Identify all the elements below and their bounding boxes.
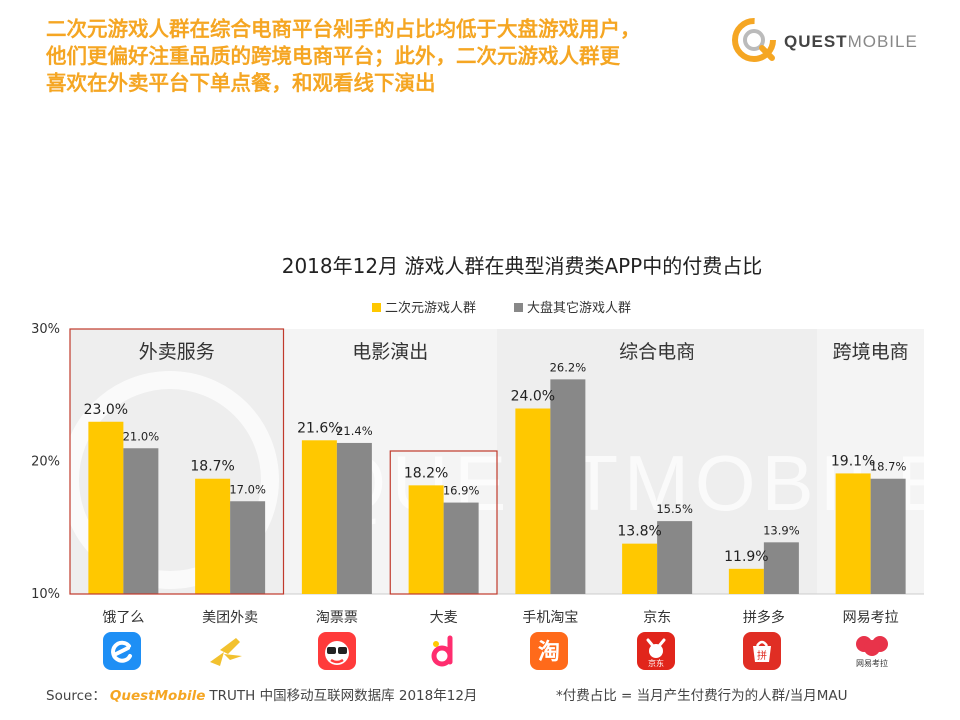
logo-text-light: MOBILE (847, 32, 918, 51)
group-label: 综合电商 (619, 341, 695, 363)
data-label-series-1: 23.0% (84, 402, 128, 418)
headline-line-1: 二次元游戏人群在综合电商平台剁手的占比均低于大盘游戏用户， (46, 17, 641, 41)
bar-series-1 (88, 421, 124, 594)
data-label-series-1: 24.0% (511, 389, 555, 405)
bar-series-1 (622, 543, 658, 594)
data-label-series-2: 17.0% (229, 482, 266, 496)
jd-icon-label: 京东 (648, 658, 664, 668)
group-label: 外卖服务 (139, 341, 215, 363)
bar-series-2 (443, 502, 479, 594)
bar-series-2 (336, 442, 372, 594)
logo-text-bold: QUEST (784, 32, 848, 51)
group-label: 电影演出 (352, 341, 428, 363)
data-label-series-2: 26.2% (550, 360, 587, 374)
data-label-series-1: 18.7% (190, 459, 234, 475)
legend-swatch-series-1 (372, 303, 381, 312)
headline: 二次元游戏人群在综合电商平台剁手的占比均低于大盘游戏用户， 他们更偏好注重品质的… (46, 16, 736, 97)
x-category-label: 饿了么 (102, 610, 144, 626)
y-tick-label: 10% (31, 587, 60, 602)
damai-icon (427, 632, 465, 670)
headline-line-3: 喜欢在外卖平台下单点餐，和观看线下演出 (46, 71, 436, 95)
bar-series-2 (123, 448, 159, 594)
legend-swatch-series-2 (514, 303, 523, 312)
data-label-series-2: 15.5% (656, 502, 693, 516)
legend-label-series-1: 二次元游戏人群 (385, 300, 476, 316)
questmobile-logo-icon (732, 18, 776, 62)
meituan-kangaroo-icon (206, 632, 244, 670)
bar-series-2 (657, 521, 693, 594)
pinduoduo-icon: 拼 (743, 632, 781, 670)
taobao-icon: 淘 (530, 632, 568, 670)
x-category-label: 京东 (643, 610, 671, 626)
data-label-series-1: 11.9% (724, 549, 768, 565)
data-label-series-2: 18.7% (870, 460, 907, 474)
data-label-series-2: 21.4% (336, 424, 373, 438)
highlight-box-food-delivery (69, 328, 285, 595)
kaola-icon: 网易考拉 (850, 632, 894, 670)
data-label-series-2: 16.9% (443, 484, 480, 498)
taobao-icon-label: 淘 (538, 639, 560, 665)
bar-series-2 (870, 478, 906, 594)
group-label: 跨境电商 (833, 341, 909, 363)
data-label-series-1: 13.8% (617, 524, 661, 540)
bar-series-1 (301, 440, 337, 594)
x-category-label: 淘票票 (316, 610, 358, 626)
source-description: TRUTH 中国移动互联网数据库 2018年12月 (209, 688, 478, 704)
bar-series-1 (408, 485, 444, 594)
source-prefix: Source： (46, 688, 106, 704)
x-category-label: 手机淘宝 (522, 610, 578, 626)
x-category-label: 网易考拉 (843, 610, 899, 626)
taopiaopiao-icon (318, 632, 356, 670)
highlight-box-damai (389, 450, 498, 595)
x-category-label: 美团外卖 (202, 610, 258, 626)
data-label-series-2: 13.9% (763, 523, 800, 537)
chart-title: 2018年12月 游戏人群在典型消费类APP中的付费占比 (282, 254, 763, 278)
source-footnote: Source： QuestMobile TRUTH 中国移动互联网数据库 2018年… (46, 684, 477, 704)
legend-label-series-2: 大盘其它游戏人群 (527, 300, 631, 316)
x-category-label: 大麦 (430, 610, 458, 626)
definition-note: *付费占比 = 当月产生付费行为的人群/当月MAU (556, 688, 848, 704)
bar-series-2 (763, 542, 799, 594)
y-tick-label: 20% (31, 455, 60, 470)
bar-series-2 (550, 379, 586, 594)
y-tick-label: 30% (31, 322, 60, 337)
data-label-series-1: 21.6% (297, 420, 341, 436)
source-brand: QuestMobile (109, 688, 206, 704)
jd-icon: 京东 (637, 632, 675, 670)
bar-series-2 (230, 501, 266, 594)
bar-series-1 (195, 478, 231, 594)
kaola-icon-label: 网易考拉 (856, 658, 888, 668)
x-category-label: 拼多多 (743, 609, 785, 626)
data-label-series-1: 19.1% (831, 453, 875, 469)
eleme-icon (103, 632, 141, 670)
data-label-series-1: 18.2% (404, 465, 448, 481)
bar-series-1 (515, 408, 551, 594)
bar-series-1 (835, 473, 871, 594)
data-label-series-2: 21.0% (123, 429, 160, 443)
questmobile-logo: QUESTMOBILE (728, 12, 928, 68)
headline-line-2: 他们更偏好注重品质的跨境电商平台；此外，二次元游戏人群更 (46, 44, 620, 68)
logo-text: QUESTMOBILE (784, 32, 918, 52)
bar-series-1 (728, 568, 764, 594)
pinduoduo-icon-label: 拼 (757, 649, 767, 662)
